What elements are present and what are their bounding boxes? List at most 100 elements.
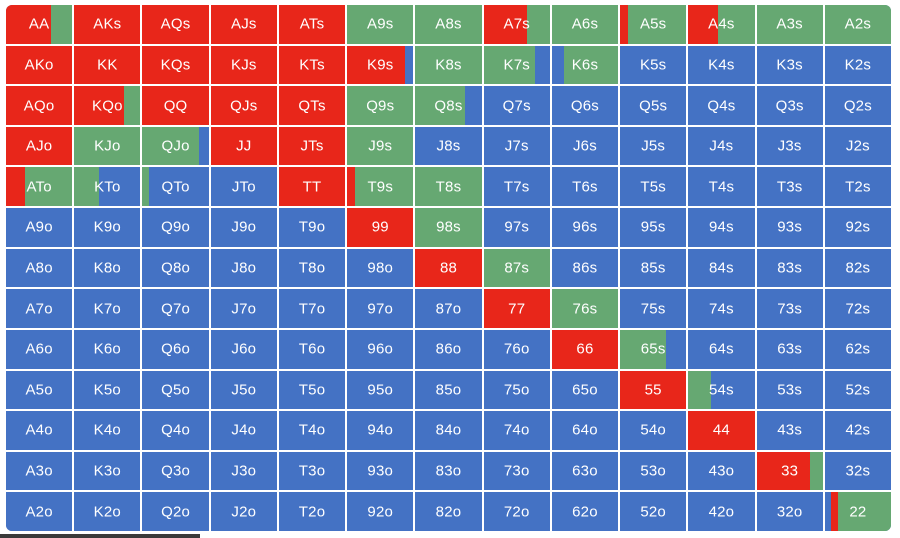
hand-cell-kqo[interactable]: KQo [74, 86, 141, 125]
hand-cell-a3s[interactable]: A3s [756, 5, 823, 44]
hand-cell-jj[interactable]: JJ [210, 126, 277, 166]
hand-cell-53o[interactable]: 53o [620, 451, 687, 491]
hand-cell-j3o[interactable]: J3o [210, 451, 277, 491]
hand-cell-kjo[interactable]: KJo [74, 126, 141, 166]
hand-cell-q8s[interactable]: Q8s [415, 86, 482, 125]
hand-cell-a4s[interactable]: A4s [688, 5, 755, 44]
hand-cell-t7o[interactable]: T7o [278, 289, 346, 328]
hand-cell-75s[interactable]: 75s [620, 289, 687, 328]
hand-cell-73o[interactable]: 73o [483, 451, 550, 491]
hand-cell-96o[interactable]: 96o [347, 329, 414, 369]
hand-cell-a7o[interactable]: A7o [6, 289, 73, 328]
hand-cell-t7s[interactable]: T7s [483, 167, 550, 207]
hand-cell-53s[interactable]: 53s [756, 370, 823, 410]
hand-cell-j9o[interactable]: J9o [210, 208, 277, 247]
hand-cell-62o[interactable]: 62o [551, 492, 619, 531]
hand-cell-ats[interactable]: ATs [278, 5, 346, 44]
hand-cell-86o[interactable]: 86o [415, 329, 482, 369]
hand-cell-j4s[interactable]: J4s [688, 126, 755, 166]
hand-cell-q5s[interactable]: Q5s [620, 86, 687, 125]
hand-cell-q7s[interactable]: Q7s [483, 86, 550, 125]
hand-cell-k4o[interactable]: K4o [74, 411, 141, 450]
hand-cell-qq[interactable]: QQ [142, 86, 209, 125]
hand-cell-k8s[interactable]: K8s [415, 45, 482, 85]
hand-cell-jto[interactable]: JTo [210, 167, 277, 207]
hand-cell-t3s[interactable]: T3s [756, 167, 823, 207]
hand-cell-64s[interactable]: 64s [688, 329, 755, 369]
hand-cell-t8s[interactable]: T8s [415, 167, 482, 207]
hand-cell-82s[interactable]: 82s [824, 248, 891, 288]
hand-cell-a9o[interactable]: A9o [6, 208, 73, 247]
hand-cell-aks[interactable]: AKs [74, 5, 141, 44]
hand-cell-j2s[interactable]: J2s [824, 126, 891, 166]
hand-cell-a4o[interactable]: A4o [6, 411, 73, 450]
hand-cell-a2o[interactable]: A2o [6, 492, 73, 531]
hand-cell-j8o[interactable]: J8o [210, 248, 277, 288]
hand-cell-t4s[interactable]: T4s [688, 167, 755, 207]
hand-cell-j2o[interactable]: J2o [210, 492, 277, 531]
hand-cell-72s[interactable]: 72s [824, 289, 891, 328]
hand-cell-a3o[interactable]: A3o [6, 451, 73, 491]
hand-cell-aa[interactable]: AA [6, 5, 73, 44]
hand-cell-k6o[interactable]: K6o [74, 329, 141, 369]
hand-cell-a2s[interactable]: A2s [824, 5, 891, 44]
hand-cell-63s[interactable]: 63s [756, 329, 823, 369]
hand-cell-j5s[interactable]: J5s [620, 126, 687, 166]
hand-cell-t6s[interactable]: T6s [551, 167, 619, 207]
hand-cell-74o[interactable]: 74o [483, 411, 550, 450]
hand-cell-k2s[interactable]: K2s [824, 45, 891, 85]
hand-cell-t2s[interactable]: T2s [824, 167, 891, 207]
hand-cell-aqs[interactable]: AQs [142, 5, 209, 44]
hand-cell-a9s[interactable]: A9s [347, 5, 414, 44]
hand-cell-76o[interactable]: 76o [483, 329, 550, 369]
hand-cell-j7o[interactable]: J7o [210, 289, 277, 328]
hand-cell-q7o[interactable]: Q7o [142, 289, 209, 328]
hand-cell-62s[interactable]: 62s [824, 329, 891, 369]
hand-cell-92s[interactable]: 92s [824, 208, 891, 247]
hand-cell-92o[interactable]: 92o [347, 492, 414, 531]
hand-cell-32s[interactable]: 32s [824, 451, 891, 491]
hand-cell-k2o[interactable]: K2o [74, 492, 141, 531]
hand-cell-j8s[interactable]: J8s [415, 126, 482, 166]
hand-cell-94s[interactable]: 94s [688, 208, 755, 247]
hand-cell-k9s[interactable]: K9s [347, 45, 414, 85]
hand-cell-q6o[interactable]: Q6o [142, 329, 209, 369]
hand-cell-q9o[interactable]: Q9o [142, 208, 209, 247]
hand-cell-t8o[interactable]: T8o [278, 248, 346, 288]
hand-cell-96s[interactable]: 96s [551, 208, 619, 247]
hand-cell-44[interactable]: 44 [688, 411, 755, 450]
hand-cell-q3o[interactable]: Q3o [142, 451, 209, 491]
hand-cell-j4o[interactable]: J4o [210, 411, 277, 450]
hand-cell-t9s[interactable]: T9s [347, 167, 414, 207]
hand-cell-65s[interactable]: 65s [620, 329, 687, 369]
hand-cell-tt[interactable]: TT [278, 167, 346, 207]
hand-cell-j3s[interactable]: J3s [756, 126, 823, 166]
hand-cell-95o[interactable]: 95o [347, 370, 414, 410]
hand-cell-52s[interactable]: 52s [824, 370, 891, 410]
hand-cell-ato[interactable]: ATo [6, 167, 73, 207]
hand-cell-64o[interactable]: 64o [551, 411, 619, 450]
hand-cell-qts[interactable]: QTs [278, 86, 346, 125]
hand-cell-t2o[interactable]: T2o [278, 492, 346, 531]
hand-cell-kts[interactable]: KTs [278, 45, 346, 85]
hand-cell-k6s[interactable]: K6s [551, 45, 619, 85]
hand-cell-95s[interactable]: 95s [620, 208, 687, 247]
hand-cell-qjo[interactable]: QJo [142, 126, 209, 166]
hand-cell-33[interactable]: 33 [756, 451, 823, 491]
hand-cell-83s[interactable]: 83s [756, 248, 823, 288]
hand-cell-t9o[interactable]: T9o [278, 208, 346, 247]
hand-cell-42o[interactable]: 42o [688, 492, 755, 531]
hand-cell-ajs[interactable]: AJs [210, 5, 277, 44]
hand-cell-82o[interactable]: 82o [415, 492, 482, 531]
hand-cell-74s[interactable]: 74s [688, 289, 755, 328]
hand-cell-55[interactable]: 55 [620, 370, 687, 410]
hand-cell-a6o[interactable]: A6o [6, 329, 73, 369]
hand-cell-q2s[interactable]: Q2s [824, 86, 891, 125]
hand-cell-85s[interactable]: 85s [620, 248, 687, 288]
hand-cell-j6o[interactable]: J6o [210, 329, 277, 369]
hand-cell-43o[interactable]: 43o [688, 451, 755, 491]
hand-cell-aqo[interactable]: AQo [6, 86, 73, 125]
hand-cell-84o[interactable]: 84o [415, 411, 482, 450]
hand-cell-q4o[interactable]: Q4o [142, 411, 209, 450]
hand-cell-q3s[interactable]: Q3s [756, 86, 823, 125]
